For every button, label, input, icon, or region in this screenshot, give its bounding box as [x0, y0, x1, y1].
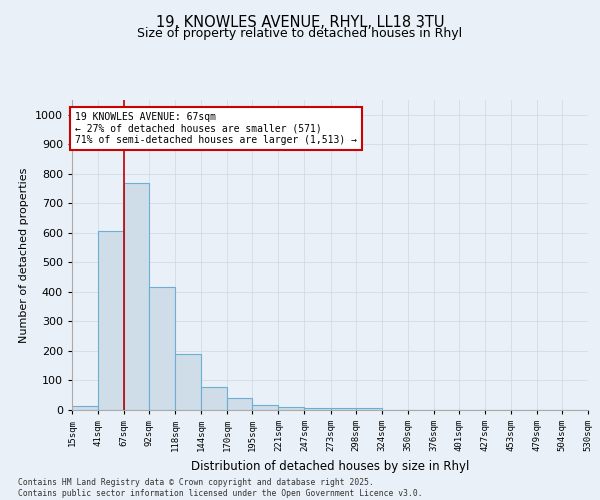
Bar	[304, 408, 331, 410]
X-axis label: Distribution of detached houses by size in Rhyl: Distribution of detached houses by size …	[191, 460, 469, 472]
Bar	[124, 182, 149, 410]
Text: 19, KNOWLES AVENUE, RHYL, LL18 3TU: 19, KNOWLES AVENUE, RHYL, LL18 3TU	[156, 15, 444, 30]
Text: 19 KNOWLES AVENUE: 67sqm
← 27% of detached houses are smaller (571)
71% of semi-: 19 KNOWLES AVENUE: 67sqm ← 27% of detach…	[75, 112, 357, 145]
Text: Contains HM Land Registry data © Crown copyright and database right 2025.
Contai: Contains HM Land Registry data © Crown c…	[18, 478, 422, 498]
Text: Size of property relative to detached houses in Rhyl: Size of property relative to detached ho…	[137, 28, 463, 40]
Bar	[149, 288, 175, 410]
Bar	[201, 387, 227, 410]
Bar	[356, 408, 382, 410]
Bar	[253, 404, 278, 410]
Bar	[331, 408, 356, 410]
Bar	[72, 406, 98, 410]
Bar	[227, 398, 253, 410]
Bar	[98, 232, 124, 410]
Y-axis label: Number of detached properties: Number of detached properties	[19, 168, 29, 342]
Bar	[175, 354, 201, 410]
Bar	[278, 407, 304, 410]
